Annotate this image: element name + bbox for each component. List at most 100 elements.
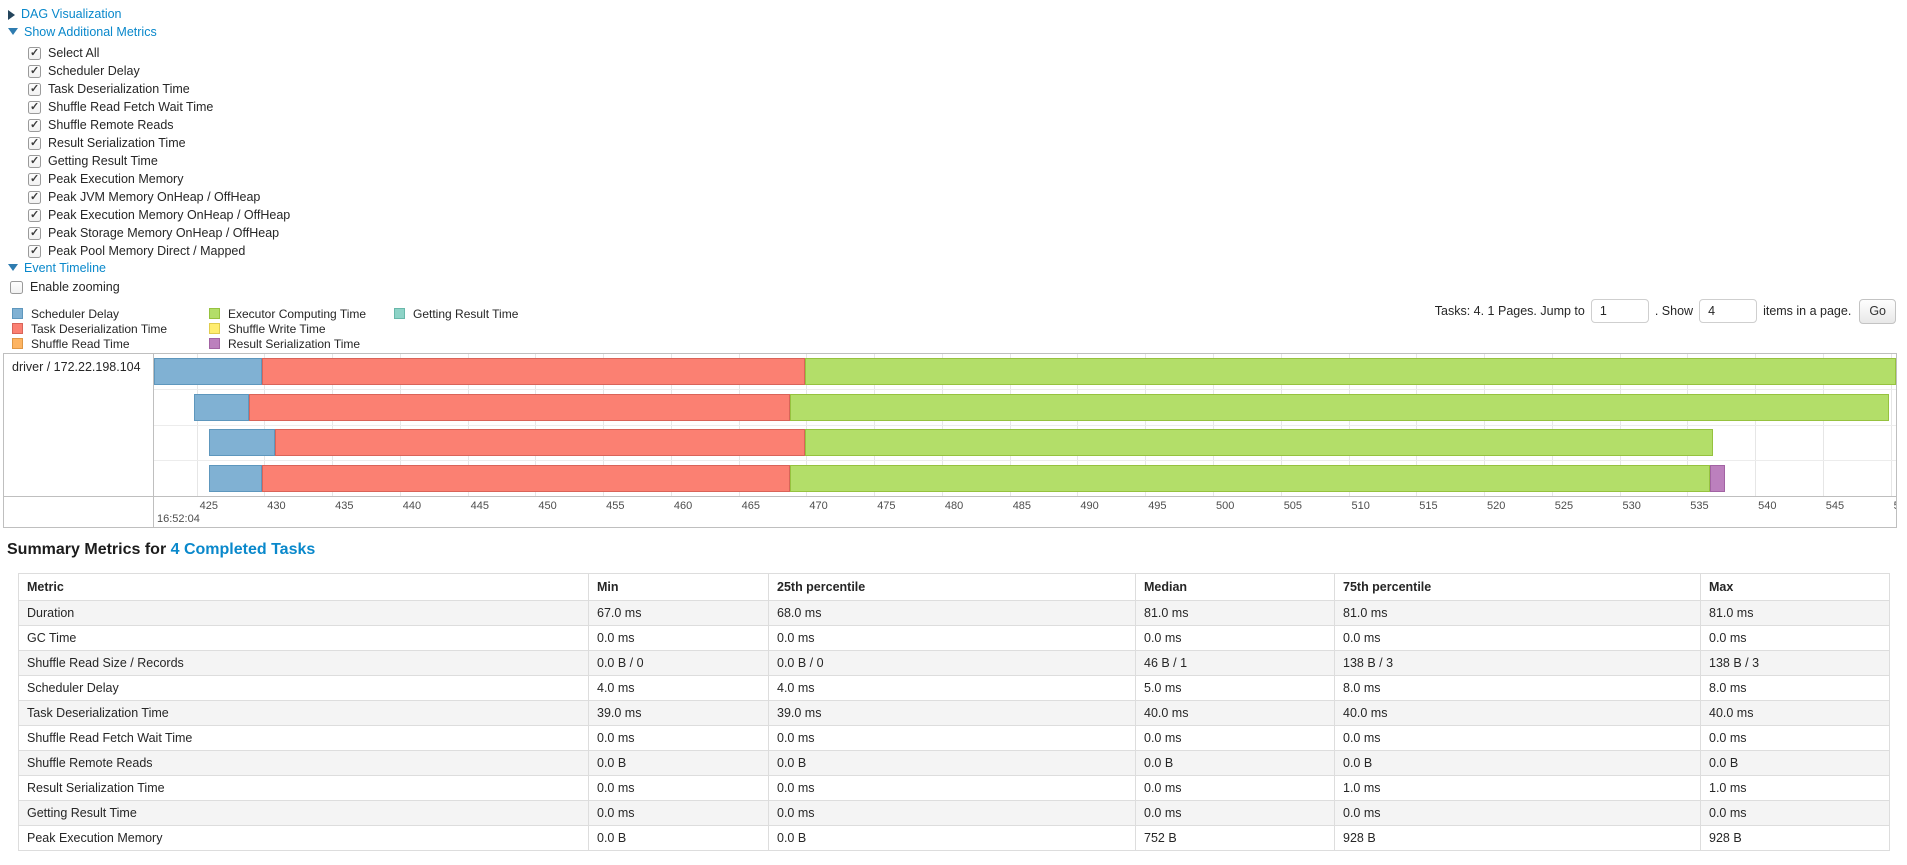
- table-row: Shuffle Read Size / Records 0.0 B / 0 0.0 …: [18, 650, 1890, 676]
- time-axis-tick-label: 435: [335, 500, 354, 512]
- value-cell: 0.0 ms: [768, 725, 1136, 751]
- items-per-page-input[interactable]: [1699, 299, 1758, 323]
- time-axis-tick-label: 440: [402, 500, 422, 512]
- metric-option-row: Peak Execution Memory: [28, 170, 290, 188]
- metric-checkbox[interactable]: [28, 190, 41, 204]
- metric-checkbox[interactable]: [28, 64, 41, 78]
- row-divider: [154, 460, 1896, 461]
- time-axis-tick-label: 540: [1758, 500, 1777, 512]
- metric-option-row: Peak JVM Memory OnHeap / OffHeap: [28, 188, 290, 206]
- legend-swatch-icon: [12, 338, 23, 349]
- legend-item: Scheduler Delay: [12, 306, 167, 321]
- metric-option-row: Peak Pool Memory Direct / Mapped: [28, 242, 290, 260]
- value-cell: 0.0 ms: [1700, 625, 1890, 651]
- value-cell: 1.0 ms: [1700, 775, 1890, 801]
- metric-checkbox[interactable]: [28, 136, 41, 150]
- row-divider: [154, 389, 1896, 390]
- value-cell: 67.0 ms: [588, 600, 769, 626]
- table-column-header: 75th percentile: [1334, 573, 1701, 601]
- metric-checkbox-label: Peak JVM Memory OnHeap / OffHeap: [48, 190, 261, 204]
- time-axis-tick-label: 515: [1419, 500, 1438, 512]
- metric-checkbox[interactable]: [28, 100, 41, 114]
- value-cell: 138 B / 3: [1700, 650, 1890, 676]
- value-cell: 0.0 ms: [768, 800, 1136, 826]
- task-bar-segment-task-deserialization-time[interactable]: [275, 429, 806, 456]
- metric-cell: Result Serialization Time: [18, 775, 589, 801]
- time-axis-tick-label: 550: [1894, 500, 1896, 512]
- enable-zooming-checkbox[interactable]: [10, 280, 23, 294]
- task-bar-segment-task-deserialization-time[interactable]: [248, 393, 791, 421]
- chevron-down-icon: [8, 264, 18, 272]
- task-bar-segment-scheduler-delay[interactable]: [154, 358, 262, 385]
- task-bar-segment-executor-computing-time[interactable]: [805, 358, 1896, 385]
- time-axis-tick-label: 455: [606, 500, 625, 512]
- value-cell: 0.0 B: [588, 825, 769, 851]
- task-bar-segment-result-serialization-time[interactable]: [1710, 464, 1726, 492]
- event-timeline-toggle[interactable]: Event Timeline: [8, 261, 106, 275]
- task-bar-segment-task-deserialization-time[interactable]: [261, 358, 805, 385]
- completed-tasks-link[interactable]: 4 Completed Tasks: [170, 541, 316, 558]
- task-bar-segment-scheduler-delay[interactable]: [208, 464, 262, 492]
- metric-checkbox-label: Peak Execution Memory: [48, 172, 184, 186]
- value-cell: 5.0 ms: [1135, 675, 1335, 701]
- time-axis-tick-label: 530: [1622, 500, 1641, 512]
- value-cell: 0.0 B / 0: [588, 650, 769, 676]
- value-cell: 1.0 ms: [1334, 775, 1701, 801]
- metric-checkbox-label: Select All: [48, 46, 100, 60]
- value-cell: 0.0 B: [1135, 750, 1335, 776]
- task-bar-segment-scheduler-delay[interactable]: [208, 429, 276, 456]
- metric-checkbox[interactable]: [28, 244, 41, 258]
- value-cell: 0.0 ms: [1135, 800, 1335, 826]
- metric-checkbox[interactable]: [28, 46, 41, 60]
- timeline-legend-column: Getting Result Time: [394, 306, 518, 321]
- value-cell: 4.0 ms: [768, 675, 1136, 701]
- task-bar-segment-executor-computing-time[interactable]: [790, 393, 1890, 421]
- metric-cell: Shuffle Read Fetch Wait Time: [18, 725, 589, 751]
- legend-item: Shuffle Read Time: [12, 336, 167, 351]
- metric-checkbox[interactable]: [28, 118, 41, 132]
- task-bar-segment-scheduler-delay[interactable]: [193, 393, 249, 421]
- value-cell: 68.0 ms: [768, 600, 1136, 626]
- event-timeline-label: Event Timeline: [24, 261, 106, 275]
- metric-option-row: Select All: [28, 44, 290, 62]
- metric-cell: Getting Result Time: [18, 800, 589, 826]
- show-additional-metrics-toggle[interactable]: Show Additional Metrics: [8, 25, 157, 39]
- dag-visualization-toggle[interactable]: DAG Visualization: [8, 7, 122, 21]
- value-cell: 0.0 B / 0: [768, 650, 1136, 676]
- dag-visualization-label: DAG Visualization: [21, 7, 122, 21]
- metric-checkbox[interactable]: [28, 154, 41, 168]
- summary-metrics-title: Summary Metrics for 4 Completed Tasks: [7, 541, 315, 559]
- chevron-down-icon: [8, 28, 18, 36]
- value-cell: 0.0 B: [1334, 750, 1701, 776]
- value-cell: 0.0 ms: [1700, 800, 1890, 826]
- metric-cell: Peak Execution Memory: [18, 825, 589, 851]
- value-cell: 0.0 B: [768, 825, 1136, 851]
- metric-checkbox[interactable]: [28, 208, 41, 222]
- value-cell: 40.0 ms: [1334, 700, 1701, 726]
- go-button[interactable]: Go: [1859, 298, 1896, 324]
- show-additional-metrics-label: Show Additional Metrics: [24, 25, 157, 39]
- time-axis-tick-label: 510: [1351, 500, 1370, 512]
- additional-metrics-checkbox-list: Select All Scheduler Delay Task Deserializ…: [28, 44, 290, 260]
- pagination-prefix: Tasks: 4. 1 Pages. Jump to: [1434, 304, 1585, 318]
- pagination-suffix: items in a page.: [1763, 304, 1852, 318]
- timeline-legend-column: Scheduler Delay Task Deserialization Time…: [12, 306, 167, 351]
- value-cell: 0.0 ms: [588, 625, 769, 651]
- legend-label: Getting Result Time: [413, 306, 519, 321]
- metric-checkbox[interactable]: [28, 82, 41, 96]
- task-bar-segment-executor-computing-time[interactable]: [805, 429, 1713, 456]
- value-cell: 0.0 ms: [588, 725, 769, 751]
- table-column-header: 25th percentile: [768, 573, 1136, 601]
- task-bar-segment-executor-computing-time[interactable]: [790, 464, 1711, 492]
- metric-checkbox[interactable]: [28, 226, 41, 240]
- jump-to-page-input[interactable]: [1590, 299, 1649, 323]
- value-cell: 0.0 ms: [1135, 775, 1335, 801]
- metric-cell: Shuffle Remote Reads: [18, 750, 589, 776]
- metric-option-row: Shuffle Read Fetch Wait Time: [28, 98, 290, 116]
- value-cell: 0.0 B: [1700, 750, 1890, 776]
- task-bar-segment-task-deserialization-time[interactable]: [261, 464, 791, 492]
- executor-group-label: driver / 172.22.198.104: [12, 360, 141, 374]
- legend-item: Executor Computing Time: [209, 306, 366, 321]
- metric-checkbox[interactable]: [28, 172, 41, 186]
- metric-option-row: Shuffle Remote Reads: [28, 116, 290, 134]
